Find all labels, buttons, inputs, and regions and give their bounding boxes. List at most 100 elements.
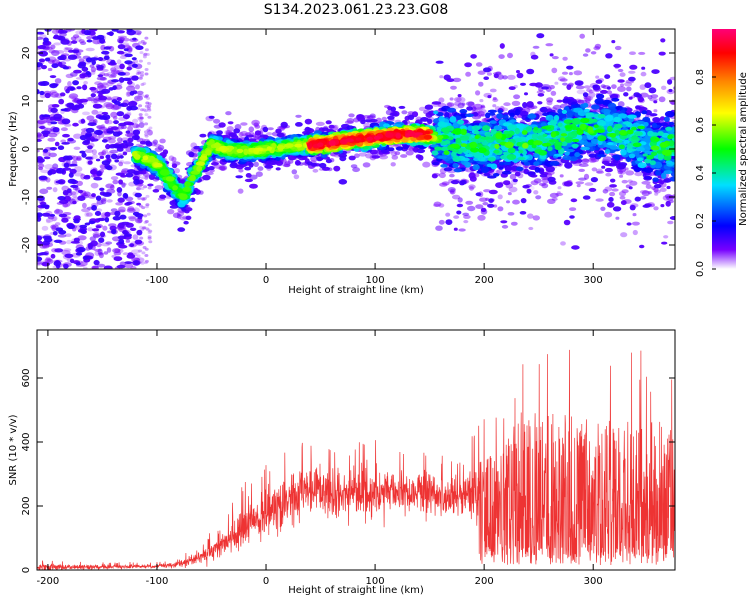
spectrogram-cell [144, 134, 149, 138]
spectrogram-cell [65, 233, 72, 237]
spectrogram-cell [98, 151, 105, 156]
spectrogram-cell [610, 178, 616, 183]
spectrogram-cell [653, 206, 659, 211]
spectrogram-cell [120, 221, 131, 226]
spectrogram-cell [647, 191, 652, 195]
spectrogram-cell [138, 59, 143, 63]
spectrogram-cell [452, 162, 459, 169]
spectrogram-cell [604, 149, 611, 154]
spectrogram-cell [522, 184, 530, 189]
spectrogram-cell [54, 248, 64, 253]
spectrogram-cell [108, 87, 114, 91]
spectrogram-cell [348, 113, 355, 118]
spectrogram-cell [139, 140, 146, 145]
spectrogram-cell [253, 161, 259, 167]
spectrogram-cell [69, 258, 75, 264]
spectrogram-cell [37, 119, 47, 125]
spectrogram-cell [141, 251, 146, 255]
spectrogram-cell [480, 207, 487, 213]
spectrogram-cell [52, 187, 58, 193]
spectrogram-cell [629, 64, 638, 70]
spectrogram-cell [105, 154, 111, 159]
spectrogram-cell [67, 81, 72, 87]
spectrogram-cell [47, 170, 53, 176]
spectrogram-cell [89, 64, 95, 68]
spectrogram-cell [82, 111, 90, 116]
spectrogram-cell [465, 200, 474, 205]
spectrogram-cell [82, 266, 88, 269]
spectrogram-cell [663, 235, 669, 239]
spectrogram-cell [395, 146, 404, 151]
spectrogram-cell [173, 168, 180, 174]
spectrogram-cell [468, 172, 476, 179]
spectrogram-cell [72, 80, 79, 86]
spectrogram-cell [615, 216, 620, 220]
spectrogram-cell [37, 149, 40, 153]
spectrogram-cell [104, 217, 110, 223]
spectrogram-cell [125, 201, 133, 205]
spectrogram-cell [499, 43, 505, 49]
spectrogram-cell [148, 174, 156, 180]
spectrogram-cell [58, 230, 67, 235]
spectrogram-cell [115, 172, 126, 176]
spectrogram-cell [122, 140, 128, 144]
spectrogram-cell [52, 163, 59, 170]
spectrogram-cell [39, 188, 49, 195]
spectrogram-cell [348, 155, 356, 161]
spectrogram-cell [238, 131, 244, 138]
spectrogram-cell [516, 72, 524, 79]
spectrogram-cell [621, 179, 628, 184]
spectrogram-cell [253, 122, 259, 128]
spectrogram-cell [171, 163, 178, 169]
spectrogram-cell [591, 167, 598, 172]
spectrogram-cell [132, 118, 139, 124]
spectrogram-cell [144, 72, 149, 76]
spectrogram-cell [617, 101, 625, 108]
spectrogram-cell [116, 59, 122, 65]
spectrogram-cell [55, 180, 64, 184]
spectrogram-cell [564, 151, 570, 156]
spectrogram-cell [632, 213, 637, 217]
spectrogram-cell [51, 104, 60, 108]
spectrogram-cell [53, 239, 63, 243]
spectrogram-cell [609, 145, 618, 150]
spectrogram-cell [79, 224, 88, 229]
spectrogram-cell [49, 75, 57, 79]
spectrogram-cell [488, 189, 498, 195]
spectrogram-cell [91, 204, 97, 211]
spectrogram-cell [249, 183, 258, 189]
spectrogram-cell [137, 196, 142, 200]
spectrogram-cell [72, 194, 77, 198]
spectrogram-cell [111, 229, 117, 235]
spectrogram-cell [625, 170, 635, 176]
spectrogram-heatmap [37, 29, 675, 269]
spectrogram-cell [140, 108, 144, 112]
spectrogram-cell [632, 229, 638, 236]
spectrogram-cell [59, 30, 68, 34]
spectrogram-cell [304, 126, 311, 133]
spectrogram-cell [354, 153, 360, 158]
spectrogram-cell [628, 186, 633, 190]
spectrogram-cell [483, 189, 491, 193]
spectrogram-cell [609, 191, 616, 197]
spectrogram-cell [582, 53, 589, 57]
spectrogram-cell [79, 150, 86, 154]
spectrogram-cell [237, 188, 244, 194]
spectrogram-cell [596, 154, 607, 158]
spectrogram-cell [375, 117, 382, 124]
spectrogram-cell [619, 72, 626, 77]
spectrogram-cell [64, 123, 72, 127]
spectrogram-cell [458, 228, 466, 232]
spectrogram-cell [295, 122, 303, 127]
spectrogram-cell [99, 187, 105, 191]
spectrogram-cell [507, 52, 513, 59]
spectrogram-cell [629, 204, 636, 211]
spectrogram-cell [539, 106, 548, 113]
spectrogram-cell [628, 76, 636, 82]
spectrogram-cell [109, 149, 119, 154]
spectrogram-cell [291, 169, 298, 175]
spectrogram-cell [87, 122, 97, 127]
spectrogram-cell [613, 63, 622, 68]
spectrogram-cell [532, 45, 540, 49]
spectrogram-cell [136, 229, 143, 236]
